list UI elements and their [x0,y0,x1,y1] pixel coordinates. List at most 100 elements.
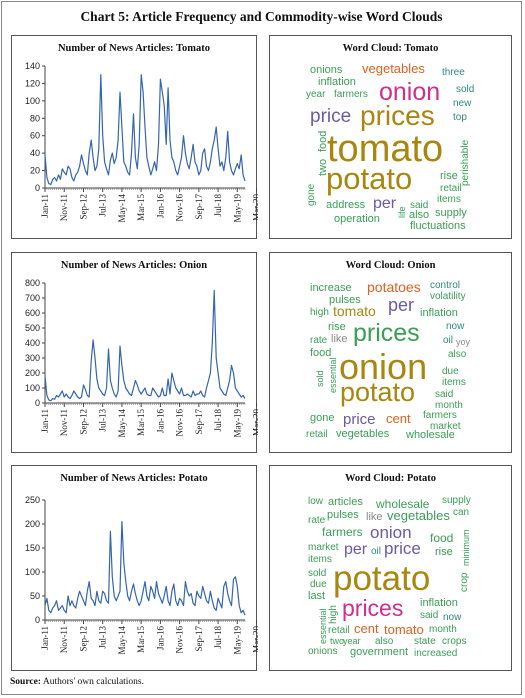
wc-word: potato [340,377,415,407]
y-tick-label: 140 [25,61,40,71]
wc-word: cent [354,621,379,636]
wc-word: fluctuations [410,220,466,232]
x-tick-label: May-14 [117,194,127,223]
wc-word: inflation [318,76,356,88]
wc-word: cent [386,411,411,426]
series-line [44,289,246,402]
wc-word: onions [310,64,343,76]
wc-word: increased [414,648,457,659]
wc-word: food [317,131,329,152]
series-line [44,74,246,186]
y-tick-label: 20 [30,166,40,176]
source-text: Authors' own calculations. [42,677,145,687]
x-tick-label: May-19 [232,194,242,223]
wc-word: state [414,636,436,647]
wc-word: potatoes [367,279,421,295]
wc-word: crop [459,572,470,592]
wc-word: government [350,646,408,658]
wc-word: volatility [430,291,466,302]
source-label: Source: [10,677,41,687]
y-tick-label: 40 [30,148,40,158]
wc-word: said [410,200,428,211]
onion-articles-panel: Number of News Articles: Onion 0 100 200 30… [11,252,258,453]
wc-word: increase [310,282,352,294]
x-tick-label: May-19 [232,409,242,438]
wc-word: perishable [460,139,471,186]
wc-word: three [442,67,465,78]
x-tick-label: Jan-16 [155,626,165,650]
y-tick-label: 0 [35,183,40,193]
wc-word: control [430,280,460,291]
wc-word: sold [308,568,326,579]
potato-wordcloud: low articles wholesale supply rate pulse… [308,495,471,659]
wc-word: retail [328,625,350,636]
wc-word: rise [328,321,346,333]
onion-line-chart: 0 100 200 300 400 500 600 700 800 Jan-11 Nov-11 Sep… [25,278,258,438]
y-tick-label: 120 [25,78,40,88]
wc-word: pulses [329,294,361,306]
onion-wordcloud-title: Word Cloud: Onion [345,260,436,271]
y-tick-label: 200 [25,368,40,378]
x-tick-label: Jul-18 [213,194,223,217]
wc-word: supply [442,495,471,506]
wc-word: potato [326,161,412,196]
wc-word: oil [443,335,453,346]
wc-word: items [308,554,332,565]
wc-word: onion [370,523,412,542]
y-tick-label: 800 [25,278,40,288]
wc-word: oil [371,546,381,557]
wc-word: prices [342,595,403,621]
y-tick-label: 80 [30,113,40,123]
y-tick-label: 0 [35,615,40,625]
x-tick-label: Jan-16 [155,194,165,218]
wc-word: high [328,605,339,624]
wc-word: farmers [423,410,457,421]
x-tick-label: Nov-16 [175,409,185,437]
onion-wordcloud: increase potatoes control pulses volatil… [306,279,471,441]
wc-word: supply [435,207,467,219]
wc-word: articles [328,496,363,508]
x-tick-label: Jan-11 [40,194,50,218]
x-tick-label: Jan-11 [40,409,50,433]
onion-chart-title: Number of News Articles: Onion [60,260,208,271]
wc-word: high [310,307,329,318]
wc-word: two [317,159,329,176]
potato-chart-title: Number of News Articles: Potato [60,473,208,484]
wc-word: food [430,531,453,545]
x-tick-label: Jul-13 [98,626,108,649]
wc-word: per [344,541,368,558]
wc-word: rise [435,546,453,558]
y-tick-label: 100 [25,383,40,393]
wc-word: essential [328,357,338,393]
wc-word: retail [306,429,328,440]
wc-word: rise [440,170,458,182]
wc-word: top [453,112,467,123]
x-tick-label: Jan-16 [155,409,165,433]
y-tick-label: 400 [25,338,40,348]
wc-word: now [443,612,462,623]
x-tick-label: Jul-18 [213,409,223,432]
tomato-wordcloud-title: Word Cloud: Tomato [342,43,439,54]
wc-word: gone [306,183,317,206]
wc-word: tomato [327,128,443,170]
y-tick-label: 700 [25,293,40,303]
wc-word: like [366,511,383,523]
wc-word: inflation [420,597,458,609]
wc-word: low [308,496,324,507]
y-tick-label: 0 [35,398,40,408]
wc-word: wholesale [375,497,430,511]
wc-word: price [384,539,421,558]
wc-word: market [308,542,339,553]
wc-word: price [343,411,376,428]
y-tick-label: 200 [25,519,40,529]
wc-word: two [330,636,344,646]
x-tick-label: Jul-13 [98,409,108,432]
wc-word: yoy [456,337,471,347]
potato-articles-panel: Number of News Articles: Potato 0 50 100 15… [11,465,258,671]
source-note: Source: Authors' own calculations. [10,677,144,687]
x-tick-label: Mar-15 [136,194,146,221]
y-tick-label: 100 [25,567,40,577]
wc-word: life [397,206,407,218]
wc-word: prices [360,100,435,131]
tomato-articles-panel: Number of News Articles: Tomato 0 20 40 60 8… [11,35,258,239]
